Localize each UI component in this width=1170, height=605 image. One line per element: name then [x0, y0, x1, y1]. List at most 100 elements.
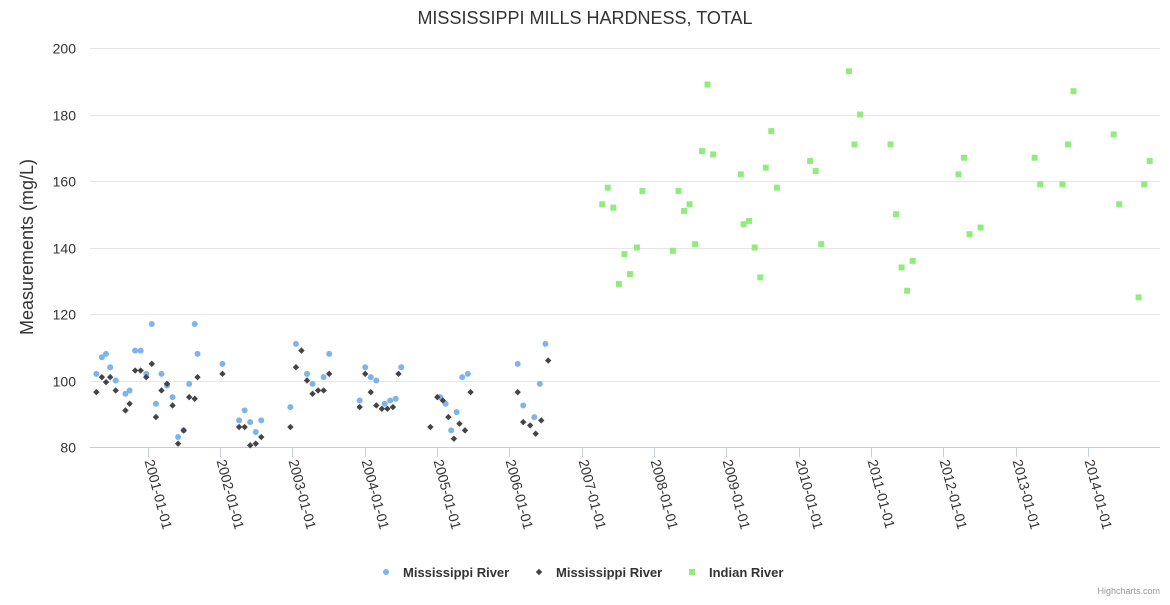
data-point — [309, 390, 316, 397]
data-point — [219, 370, 226, 378]
data-point — [325, 370, 333, 378]
data-point — [112, 387, 119, 394]
data-point — [461, 427, 469, 434]
data-point — [126, 400, 133, 407]
data-point — [532, 430, 539, 437]
data-point — [1059, 181, 1066, 188]
data-point — [898, 264, 905, 271]
data-point — [960, 154, 967, 161]
data-point — [1064, 141, 1071, 148]
data-point — [122, 407, 129, 414]
y-tick-label: 160 — [53, 174, 77, 190]
data-point — [456, 420, 463, 427]
data-point — [845, 68, 852, 75]
chart-credit[interactable]: Highcharts.com — [1097, 586, 1160, 596]
data-point — [909, 257, 916, 264]
data-point — [1031, 154, 1038, 161]
data-point — [392, 395, 399, 402]
data-point — [152, 400, 159, 407]
data-point — [1116, 201, 1123, 208]
data-point — [536, 380, 543, 387]
legend-marker — [689, 569, 695, 575]
data-point — [163, 380, 171, 388]
data-point — [626, 271, 633, 278]
legend-label[interactable]: Mississippi River — [556, 565, 662, 580]
y-axis-title: Measurements (mg/L) — [17, 159, 37, 335]
legend-item-2[interactable]: Indian River — [689, 565, 783, 580]
data-point — [292, 364, 300, 371]
data-point — [137, 367, 144, 374]
data-point — [812, 168, 819, 175]
data-point — [258, 417, 265, 424]
data-point — [904, 287, 911, 294]
data-point — [807, 158, 814, 165]
legend-item-1[interactable]: Mississippi River — [535, 565, 662, 580]
legend-label[interactable]: Mississippi River — [403, 565, 509, 580]
data-point — [599, 201, 606, 208]
data-point — [287, 404, 294, 411]
y-tick-label: 200 — [53, 41, 77, 57]
legend[interactable]: Mississippi River Mississippi River Indian… — [383, 565, 783, 580]
data-point — [818, 241, 825, 248]
data-point — [955, 171, 962, 178]
data-point — [544, 357, 552, 364]
data-point — [174, 440, 182, 447]
data-point — [639, 187, 646, 194]
data-point — [669, 247, 676, 254]
data-point — [373, 402, 380, 409]
data-point — [158, 387, 165, 394]
data-point — [107, 364, 114, 371]
data-point — [448, 427, 455, 434]
data-point — [398, 364, 405, 371]
data-point — [93, 388, 100, 396]
data-point — [235, 423, 243, 431]
data-point — [704, 81, 711, 88]
data-point — [304, 370, 311, 377]
data-point — [185, 393, 193, 401]
data-point — [387, 397, 394, 404]
data-point — [148, 360, 155, 368]
data-point — [768, 128, 775, 135]
data-point — [610, 204, 617, 211]
data-point — [378, 405, 386, 412]
data-point — [314, 387, 322, 394]
data-point — [241, 407, 248, 414]
data-point — [757, 274, 764, 281]
data-point — [241, 423, 248, 431]
data-point — [1141, 181, 1148, 188]
data-point — [367, 374, 374, 381]
data-point — [194, 373, 201, 381]
data-point — [143, 370, 150, 377]
data-point — [542, 340, 549, 347]
y-tick-label: 140 — [53, 241, 77, 257]
data-point — [686, 201, 693, 208]
data-point — [1135, 294, 1142, 301]
data-point — [526, 422, 534, 429]
data-point — [362, 364, 369, 371]
data-point — [851, 141, 858, 148]
grid-lines — [90, 48, 1160, 382]
legend-label[interactable]: Indian River — [709, 565, 783, 580]
data-point — [977, 224, 984, 231]
series-1-points — [93, 347, 552, 449]
data-point — [445, 413, 452, 421]
data-point — [247, 419, 254, 426]
data-point — [737, 171, 744, 178]
data-point — [191, 320, 198, 327]
data-point — [389, 403, 397, 411]
data-point — [675, 187, 682, 194]
data-point — [320, 374, 327, 381]
data-point — [773, 184, 780, 191]
data-point — [434, 393, 441, 401]
legend-item-0[interactable]: Mississippi River — [383, 565, 509, 580]
data-point — [1110, 131, 1117, 138]
data-point — [219, 360, 226, 367]
data-point — [143, 373, 150, 381]
data-point — [762, 164, 769, 171]
data-point — [381, 400, 388, 407]
data-point — [681, 207, 688, 214]
data-point — [459, 374, 466, 381]
data-point — [356, 397, 363, 404]
